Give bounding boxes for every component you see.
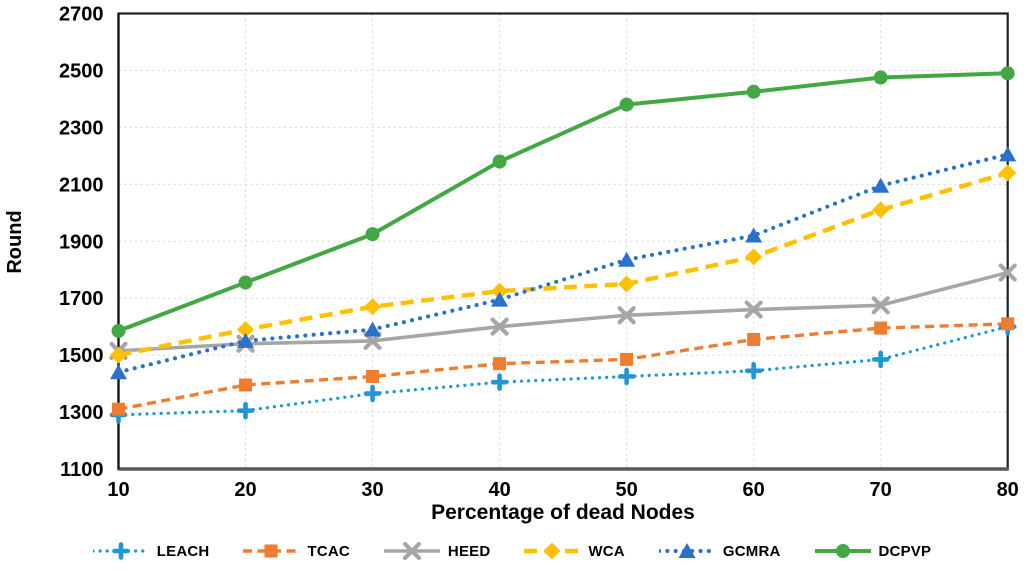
y-tick-label-2100: 2100 — [59, 174, 104, 196]
legend-glyph-circle — [835, 544, 850, 558]
legend-glyph-square — [264, 544, 278, 558]
legend-item-leach: LEACH — [92, 541, 210, 561]
marker-gcmra-x10 — [110, 364, 127, 380]
marker-heed-x40 — [490, 317, 509, 336]
marker-wca-x60 — [745, 248, 763, 266]
marker-tcac-x40 — [493, 357, 507, 371]
legend: LEACH TCAC HEED WCA GCMRA DCPVP — [0, 533, 1024, 569]
legend-label-heed: HEED — [447, 542, 491, 560]
marker-tcac-x50 — [620, 352, 634, 366]
legend-marker-wca-icon — [524, 542, 581, 560]
x-axis-title: Percentage of dead Nodes — [431, 501, 695, 524]
marker-wca-x10 — [110, 346, 127, 364]
legend-label-leach: LEACH — [156, 542, 210, 560]
marker-dcpvp-x70 — [873, 70, 888, 85]
legend-glyph-triangle — [678, 543, 696, 558]
series-line-gcmra — [116, 152, 1010, 375]
marker-dcpvp-x50 — [619, 97, 634, 112]
marker-wca-x30 — [364, 298, 382, 316]
legend-item-heed: HEED — [383, 541, 491, 561]
legend-item-tcac: TCAC — [243, 541, 350, 561]
x-tick-label-70: 70 — [870, 479, 892, 501]
legend-label-wca: WCA — [588, 542, 625, 560]
legend-marker-gcmra-icon — [658, 543, 715, 558]
marker-leach-x50 — [617, 367, 636, 386]
marker-tcac-x10 — [112, 402, 125, 416]
x-tick-label-80: 80 — [997, 479, 1019, 501]
y-tick-label-1900: 1900 — [59, 231, 104, 253]
marker-gcmra-x50 — [618, 251, 636, 267]
marker-tcac-x80 — [1001, 317, 1015, 331]
series-line-tcac — [118, 322, 1008, 411]
marker-tcac-x30 — [366, 369, 380, 383]
y-tick-label-1100: 1100 — [60, 459, 103, 481]
x-tick-label-60: 60 — [743, 479, 765, 501]
series-line-leach — [116, 325, 1010, 417]
marker-wca-x40 — [491, 282, 509, 300]
marker-heed-x70 — [871, 296, 890, 315]
legend-item-dcpvp: DCPVP — [814, 541, 932, 561]
marker-gcmra-x70 — [872, 177, 890, 193]
legend-label-gcmra: GCMRA — [722, 542, 781, 560]
marker-tcac-x60 — [747, 332, 761, 346]
x-tick-label-20: 20 — [234, 479, 256, 501]
y-tick-label-1700: 1700 — [59, 288, 104, 310]
x-tick-label-50: 50 — [615, 479, 637, 501]
legend-glyph-plus — [111, 542, 130, 560]
marker-wca-x20 — [237, 321, 255, 339]
plot-area: 1100 1300 1500 1700 1900 2100 2300 2500 2700 10 20… — [59, 4, 1019, 502]
series-line-heed — [118, 270, 1009, 353]
x-tick-label-10: 10 — [107, 479, 129, 501]
legend-item-wca: WCA — [524, 541, 625, 561]
y-tick-label-1300: 1300 — [59, 402, 104, 424]
y-tick-label-2300: 2300 — [59, 117, 104, 139]
legend-label-tcac: TCAC — [307, 542, 350, 560]
marker-leach-x60 — [744, 361, 763, 380]
legend-item-gcmra: GCMRA — [658, 541, 781, 561]
marker-leach-x40 — [490, 373, 509, 391]
series-line-wca — [118, 170, 1009, 358]
x-tick-label-30: 30 — [361, 479, 383, 501]
legend-marker-heed-icon — [383, 541, 440, 561]
marker-leach-x20 — [236, 401, 255, 420]
y-tick-label-2700: 2700 — [59, 4, 104, 26]
legend-marker-dcpvp-icon — [814, 544, 871, 558]
marker-gcmra-x60 — [745, 227, 763, 243]
marker-heed-x60 — [744, 300, 763, 319]
y-tick-label-1500: 1500 — [59, 345, 104, 367]
legend-label-dcpvp: DCPVP — [878, 542, 932, 560]
legend-glyph-x — [402, 541, 422, 561]
series-line-dcpvp — [117, 71, 1008, 333]
marker-wca-x70 — [872, 201, 890, 219]
marker-dcpvp-x20 — [238, 275, 253, 290]
marker-heed-x50 — [617, 306, 636, 325]
marker-gcmra-x20 — [237, 332, 255, 348]
marker-gcmra-x40 — [491, 291, 509, 307]
y-axis-title: Round — [4, 210, 26, 274]
marker-wca-x50 — [618, 275, 636, 293]
marker-dcpvp-x40 — [492, 154, 507, 169]
marker-wca-x80 — [999, 164, 1017, 182]
marker-gcmra-x80 — [999, 146, 1017, 162]
marker-heed-x80 — [998, 263, 1017, 282]
legend-glyph-diamond — [543, 542, 561, 560]
marker-dcpvp-x30 — [365, 227, 380, 242]
marker-dcpvp-x10 — [111, 323, 126, 338]
legend-marker-tcac-icon — [243, 544, 300, 558]
marker-tcac-x70 — [874, 321, 888, 335]
x-tick-label-40: 40 — [488, 479, 510, 501]
marker-leach-x30 — [363, 384, 382, 403]
marker-dcpvp-x80 — [1000, 66, 1015, 81]
legend-marker-leach-icon — [92, 542, 149, 560]
marker-dcpvp-x60 — [746, 84, 761, 99]
marker-tcac-x20 — [239, 378, 253, 392]
marker-leach-x70 — [871, 350, 890, 369]
y-tick-label-2500: 2500 — [59, 60, 104, 82]
marker-gcmra-x30 — [364, 321, 382, 337]
